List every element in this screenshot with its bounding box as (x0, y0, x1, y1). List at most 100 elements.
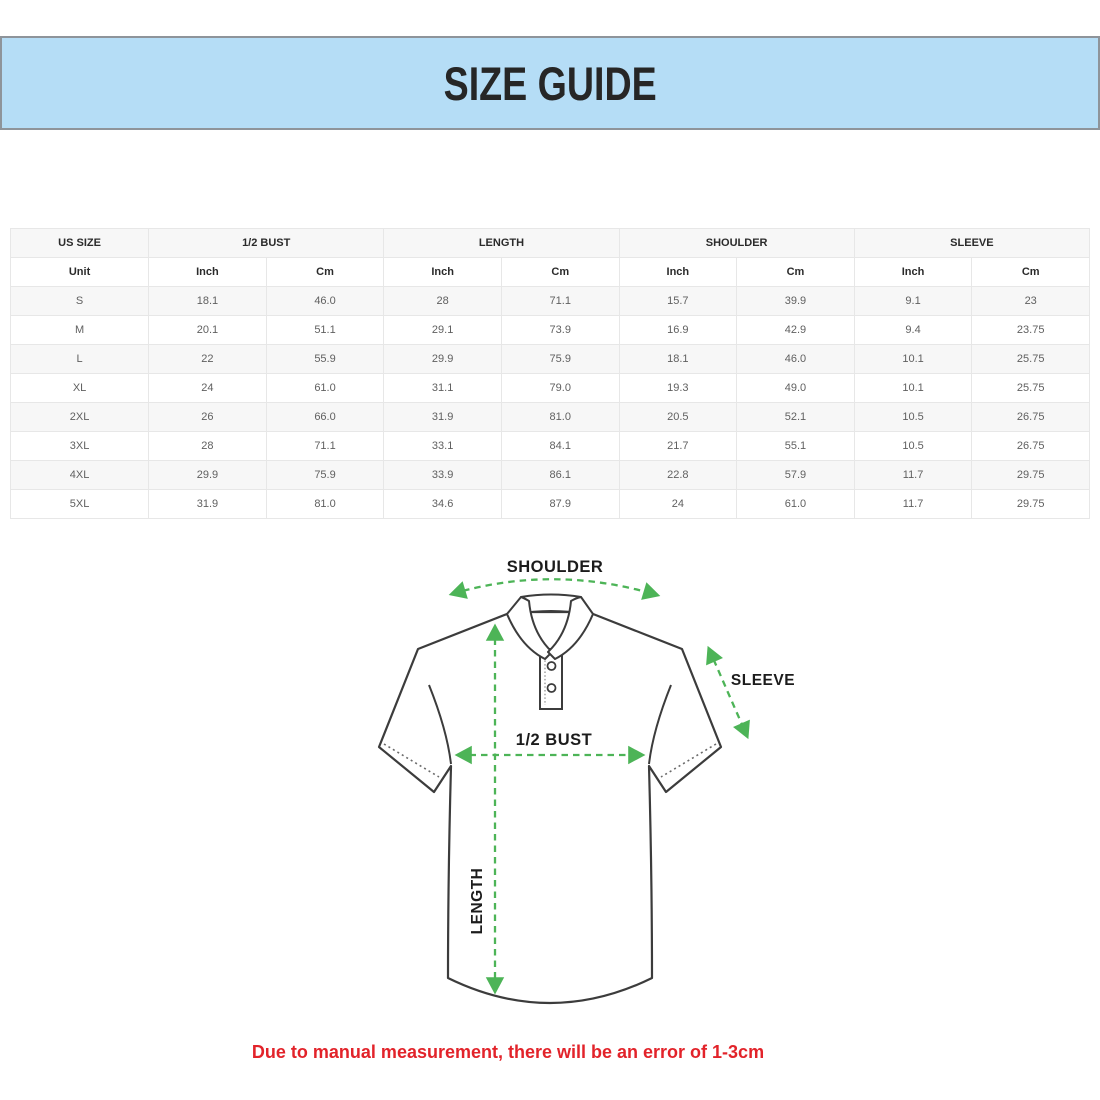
measurement-cell: 86.1 (500, 460, 620, 490)
measurement-cell: 79.0 (500, 373, 620, 403)
group-header-cell: SLEEVE (853, 228, 1091, 258)
measurement-cell: 9.1 (853, 286, 973, 316)
measurement-cell: 23 (971, 286, 1090, 316)
unit-header-cell: Cm (500, 257, 620, 287)
measurement-cell: 29.75 (971, 489, 1090, 519)
measurement-cell: 9.4 (853, 315, 973, 345)
size-table: US SIZE 1/2 BUST LENGTH SHOULDER SLEEVE Unit I… (9, 228, 1091, 519)
sleeve-arrow (706, 645, 750, 740)
measurement-cell: 11.7 (853, 489, 973, 519)
left-sleeve-stitch (383, 743, 440, 778)
measurement-cell: 57.9 (736, 460, 855, 490)
table-row: M 20.1 51.1 29.1 73.9 16.9 42.9 9.4 23.75 (9, 315, 1090, 345)
table-row: 2XL 26 66.0 31.9 81.0 20.5 52.1 10.5 26.75 (9, 402, 1090, 432)
measurement-cell: 15.7 (618, 286, 738, 316)
group-header-cell: LENGTH (383, 228, 620, 258)
measurement-disclaimer: Due to manual measurement, there will be… (251, 1042, 765, 1062)
measurement-cell: 21.7 (618, 431, 738, 461)
measurement-cell: 11.7 (853, 460, 973, 490)
diagram-label-sleeve: SLEEVE (731, 672, 795, 689)
measurement-cell: 10.1 (853, 344, 973, 374)
button-top (546, 661, 557, 671)
measurement-cell: 18.1 (618, 344, 738, 374)
size-label-cell: 3XL (9, 431, 150, 461)
shoulder-arrow (448, 578, 661, 600)
polo-shirt-diagram: SHOULDER SLEEVE 1/2 BUST LENGTH (377, 558, 795, 1004)
measurement-cell: 28 (148, 431, 267, 461)
measurement-cell: 75.9 (265, 460, 385, 490)
measurement-cell: 10.5 (853, 431, 973, 461)
measurement-cell: 26 (148, 402, 267, 432)
measurement-cell: 31.9 (383, 402, 502, 432)
measurement-cell: 33.9 (383, 460, 502, 490)
group-header-cell: SHOULDER (618, 228, 855, 258)
measurement-cell: 29.9 (383, 344, 502, 374)
diagram-label-bust: 1/2 BUST (516, 731, 592, 749)
group-header-cell: US SIZE (9, 228, 150, 258)
table-group-header-row: US SIZE 1/2 BUST LENGTH SHOULDER SLEEVE (9, 228, 1091, 258)
size-table-container: US SIZE 1/2 BUST LENGTH SHOULDER SLEEVE Unit I… (9, 228, 1091, 519)
table-row: S 18.1 46.0 28 71.1 15.7 39.9 9.1 23 (9, 286, 1090, 316)
right-armhole-seam (648, 684, 672, 765)
measurement-cell: 81.0 (500, 402, 620, 432)
unit-header-cell: Inch (148, 257, 267, 287)
measurement-cell: 18.1 (148, 286, 267, 316)
measurement-cell: 73.9 (500, 315, 620, 345)
right-sleeve-stitch (660, 743, 717, 778)
measurement-cell: 49.0 (736, 373, 855, 403)
measurement-cell: 34.6 (383, 489, 502, 519)
size-guide-banner: SIZE GUIDE (0, 36, 1100, 130)
measurement-cell: 22 (148, 344, 267, 374)
measurement-cell: 71.1 (265, 431, 385, 461)
measurement-cell: 25.75 (971, 344, 1090, 374)
measurement-cell: 24 (148, 373, 267, 403)
measurement-cell: 29.1 (383, 315, 502, 345)
table-row: L 22 55.9 29.9 75.9 18.1 46.0 10.1 25.75 (9, 344, 1090, 374)
polo-body-outline (377, 610, 723, 1004)
size-label-cell: 4XL (9, 460, 150, 490)
table-row: 4XL 29.9 75.9 33.9 86.1 22.8 57.9 11.7 29.75 (9, 460, 1090, 490)
size-label-cell: 2XL (9, 402, 150, 432)
measurement-cell: 39.9 (736, 286, 855, 316)
measurement-cell: 28 (383, 286, 502, 316)
unit-header-cell: Inch (853, 257, 973, 287)
diagram-label-shoulder: SHOULDER (507, 558, 604, 576)
measurement-cell: 20.5 (618, 402, 738, 432)
measurement-cell: 31.9 (148, 489, 267, 519)
measurement-cell: 46.0 (265, 286, 385, 316)
measurement-cell: 26.75 (971, 402, 1090, 432)
group-header-cell: 1/2 BUST (148, 228, 385, 258)
table-row: 3XL 28 71.1 33.1 84.1 21.7 55.1 10.5 26.75 (9, 431, 1090, 461)
measurement-cell: 81.0 (265, 489, 385, 519)
measurement-cell: 26.75 (971, 431, 1090, 461)
measurement-cell: 55.9 (265, 344, 385, 374)
measurement-cell: 71.1 (500, 286, 620, 316)
measurement-cell: 87.9 (500, 489, 620, 519)
measurement-cell: 23.75 (971, 315, 1090, 345)
table-row: XL 24 61.0 31.1 79.0 19.3 49.0 10.1 25.75 (9, 373, 1090, 403)
measurement-cell: 16.9 (618, 315, 738, 345)
measurement-cell: 46.0 (736, 344, 855, 374)
measurement-cell: 22.8 (618, 460, 738, 490)
measurement-cell: 31.1 (383, 373, 502, 403)
measurement-cell: 29.9 (148, 460, 267, 490)
measurement-cell: 33.1 (383, 431, 502, 461)
unit-header-cell: Cm (971, 257, 1090, 287)
table-unit-row: Unit Inch Cm Inch Cm Inch Cm Inch Cm (9, 257, 1090, 287)
measurement-cell: 42.9 (736, 315, 855, 345)
measurement-cell: 52.1 (736, 402, 855, 432)
measurement-cell: 75.9 (500, 344, 620, 374)
measurement-cell: 10.1 (853, 373, 973, 403)
measurement-cell: 61.0 (736, 489, 855, 519)
unit-header-cell: Cm (265, 257, 385, 287)
diagram-label-length: LENGTH (469, 868, 486, 935)
left-armhole-seam (428, 684, 452, 765)
table-row: 5XL 31.9 81.0 34.6 87.9 24 61.0 11.7 29.75 (9, 489, 1090, 519)
button-bottom (546, 683, 557, 693)
size-label-cell: XL (9, 373, 150, 403)
measurement-cell: 10.5 (853, 402, 973, 432)
measurement-cell: 61.0 (265, 373, 385, 403)
measurement-cell: 51.1 (265, 315, 385, 345)
unit-header-cell: Inch (618, 257, 738, 287)
